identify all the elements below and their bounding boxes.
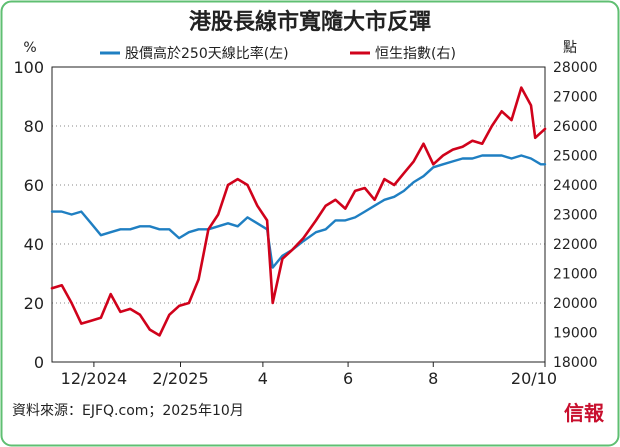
series-layer: [50, 86, 547, 337]
plot-area-border: [51, 66, 546, 363]
right-tick-label: 21000: [553, 267, 598, 283]
x-tick-label: 8: [428, 369, 438, 388]
right-tick-label: 19000: [553, 326, 598, 342]
left-tick-label: 80: [24, 117, 44, 136]
left-axis-ticks: 0 20 40 60 80 100: [13, 58, 44, 372]
brand-logo: 信報: [564, 401, 605, 425]
right-tick-label: 23000: [553, 208, 598, 224]
left-tick-label: 100: [13, 58, 44, 77]
right-tick-label: 26000: [553, 119, 598, 135]
right-axis-unit: 點: [563, 40, 577, 56]
left-tick-label: 0: [34, 353, 44, 372]
x-tick-label: 12/2024: [61, 369, 127, 388]
left-tick-label: 40: [24, 235, 44, 254]
right-tick-label: 24000: [553, 178, 598, 194]
legend: 股價高於250天線比率(左) 恒生指數(右): [100, 45, 456, 62]
right-tick-label: 18000: [553, 355, 598, 371]
legend-label-hsi: 恒生指數(右): [375, 46, 456, 62]
x-tick-label: 2/2025: [152, 369, 208, 388]
legend-label-breadth: 股價高於250天線比率(左): [125, 45, 289, 62]
chart-title: 港股長線市寬隨大市反彈: [189, 9, 431, 35]
right-tick-label: 28000: [553, 60, 598, 76]
right-tick-label: 25000: [553, 149, 598, 165]
x-tick-label: 6: [343, 369, 353, 388]
x-tick-label: 20/10: [511, 369, 557, 388]
left-tick-label: 20: [24, 294, 44, 313]
left-axis-unit: %: [23, 40, 36, 56]
plot-grid: [51, 66, 546, 363]
right-tick-label: 27000: [553, 90, 598, 106]
left-tick-label: 60: [24, 176, 44, 195]
right-tick-label: 22000: [553, 237, 598, 253]
right-tick-label: 20000: [553, 296, 598, 312]
source-note: 資料來源：EJFQ.com；2025年10月: [12, 403, 244, 419]
series-line-hsi: [50, 86, 547, 337]
right-axis-ticks: 18000 19000 20000 21000 22000 23000 24000 25000…: [553, 60, 598, 371]
x-axis-ticks: 12/2024 2/2025 4 6 8 20/10: [61, 362, 557, 388]
x-tick-label: 4: [258, 369, 268, 388]
